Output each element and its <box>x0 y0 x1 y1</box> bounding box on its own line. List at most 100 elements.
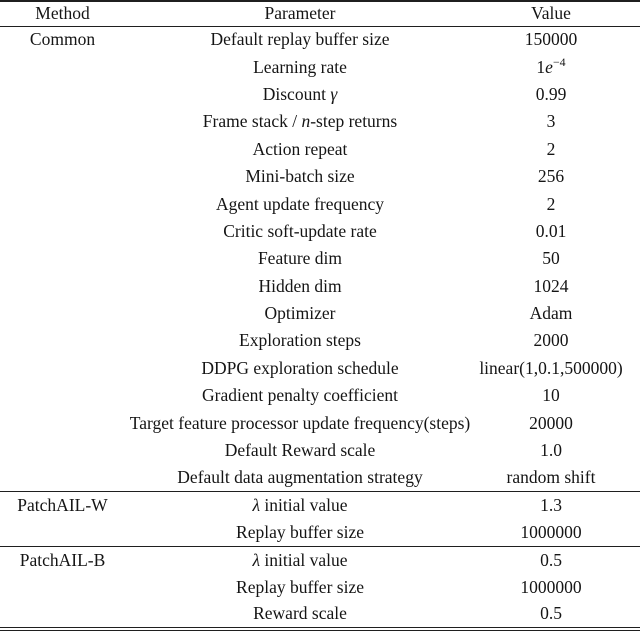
table-row: Feature dim 50 <box>0 245 640 272</box>
cell-method <box>0 163 125 190</box>
cell-value: 1e−4 <box>475 53 640 80</box>
cell-method <box>0 437 125 464</box>
column-header-parameter: Parameter <box>264 3 336 24</box>
cell-value: 20000 <box>529 412 573 433</box>
text-fragment: initial value <box>260 495 348 516</box>
table-row: Mini-batch size 256 <box>0 163 640 190</box>
cell-method <box>0 53 125 80</box>
cell-method <box>0 300 125 327</box>
cell-parameter: Frame stack / n-step returns <box>125 108 475 135</box>
cell-parameter: Default replay buffer size <box>210 29 390 50</box>
cell-parameter: Optimizer <box>264 303 336 324</box>
column-header-method: Method <box>35 3 90 24</box>
cell-parameter: Discount γ <box>125 81 475 108</box>
cell-method <box>0 190 125 217</box>
text-fragment: Frame stack / <box>202 111 302 132</box>
table-row: Default data augmentation strategy random… <box>0 464 640 491</box>
table-row: Optimizer Adam <box>0 300 640 327</box>
cell-value: 0.01 <box>535 220 567 241</box>
cell-method <box>0 519 125 546</box>
cell-parameter: Reward scale <box>253 603 347 624</box>
cell-parameter: DDPG exploration schedule <box>201 357 399 378</box>
cell-value: 0.5 <box>540 603 562 624</box>
table-row: Learning rate 1e−4 <box>0 53 640 80</box>
table-row: Agent update frequency 2 <box>0 190 640 217</box>
cell-value: linear(1,0.1,500000) <box>479 357 623 378</box>
table-row: Common Default replay buffer size 150000 <box>0 26 640 53</box>
cell-value: 2 <box>546 193 556 214</box>
cell-parameter: Feature dim <box>257 248 343 269</box>
cell-method <box>0 81 125 108</box>
cell-parameter: Hidden dim <box>258 275 342 296</box>
cell-value: 1024 <box>533 275 569 296</box>
text-fragment: λ <box>252 549 261 570</box>
cell-parameter: Replay buffer size <box>236 521 364 542</box>
cell-method <box>0 382 125 409</box>
table-row: Frame stack / n-step returns 3 <box>0 108 640 135</box>
cell-value: 1000000 <box>520 577 582 597</box>
cell-parameter: Learning rate <box>253 56 347 77</box>
table-row: Action repeat 2 <box>0 136 640 163</box>
cell-value: 1000000 <box>520 521 582 542</box>
cell-method <box>0 409 125 436</box>
table-row: Default Reward scale 1.0 <box>0 437 640 464</box>
table-row: DDPG exploration schedule linear(1,0.1,50… <box>0 355 640 382</box>
text-fragment: γ <box>330 83 338 104</box>
cell-parameter: Default data augmentation strategy <box>177 467 423 488</box>
text-fragment: Discount <box>262 83 331 104</box>
cell-method <box>0 355 125 382</box>
cell-method <box>0 273 125 300</box>
cell-value: 150000 <box>524 29 578 50</box>
cell-method <box>0 245 125 272</box>
cell-parameter: λ initial value <box>125 546 475 573</box>
cell-value: 0.5 <box>540 549 562 570</box>
table-row: PatchAIL-B λ initial value 0.5 <box>0 546 640 573</box>
cell-value: random shift <box>506 467 596 488</box>
cell-value: 10 <box>542 385 560 406</box>
cell-parameter: Critic soft-update rate <box>223 220 377 241</box>
table-header-row: Method Parameter Value <box>0 1 640 26</box>
column-header-value: Value <box>531 3 571 24</box>
text-fragment: e <box>545 56 553 77</box>
cell-method <box>0 218 125 245</box>
table-row: Discount γ 0.99 <box>0 81 640 108</box>
cell-parameter: Target feature processor update frequenc… <box>129 412 471 433</box>
text-fragment: λ <box>252 495 261 516</box>
cell-method <box>0 601 125 628</box>
cell-parameter: Default Reward scale <box>224 440 376 461</box>
cell-value: 2 <box>546 138 556 159</box>
cell-parameter: λ initial value <box>125 492 475 519</box>
table-section-patchail-w: PatchAIL-W λ initial value 1.3 Replay buffe… <box>0 491 640 547</box>
cell-method <box>0 108 125 135</box>
table-row: PatchAIL-W λ initial value 1.3 <box>0 492 640 519</box>
table-row: Exploration steps 2000 <box>0 327 640 354</box>
cell-method: Common <box>29 29 96 50</box>
cell-method: PatchAIL-B <box>19 549 106 570</box>
cell-parameter: Mini-batch size <box>245 166 355 187</box>
cell-value: 1.3 <box>540 495 562 516</box>
cell-method <box>0 464 125 491</box>
table-header: Method Parameter Value <box>0 1 640 26</box>
table-row: Replay buffer size 1000000 <box>0 574 640 601</box>
cell-parameter: Exploration steps <box>239 330 361 351</box>
table-row: Replay buffer size 1000000 <box>0 519 640 546</box>
cell-value: 50 <box>542 248 560 269</box>
table-row: Reward scale 0.5 <box>0 601 640 628</box>
text-fragment: -step returns <box>310 111 398 132</box>
cell-parameter: Action repeat <box>252 138 348 159</box>
table-section-common: Common Default replay buffer size 150000 Le… <box>0 26 640 492</box>
cell-parameter: Agent update frequency <box>215 193 385 214</box>
cell-value: Adam <box>529 303 573 324</box>
cell-method <box>0 136 125 163</box>
cell-method: PatchAIL-W <box>17 495 108 516</box>
cell-value: 1.0 <box>540 440 562 461</box>
table-row: Critic soft-update rate 0.01 <box>0 218 640 245</box>
table-row: Hidden dim 1024 <box>0 273 640 300</box>
cell-value: 3 <box>546 111 556 132</box>
table-row: Gradient penalty coefficient 10 <box>0 382 640 409</box>
table-row: Target feature processor update frequenc… <box>0 409 640 436</box>
cell-parameter: Replay buffer size <box>236 577 364 597</box>
cell-method <box>0 327 125 354</box>
